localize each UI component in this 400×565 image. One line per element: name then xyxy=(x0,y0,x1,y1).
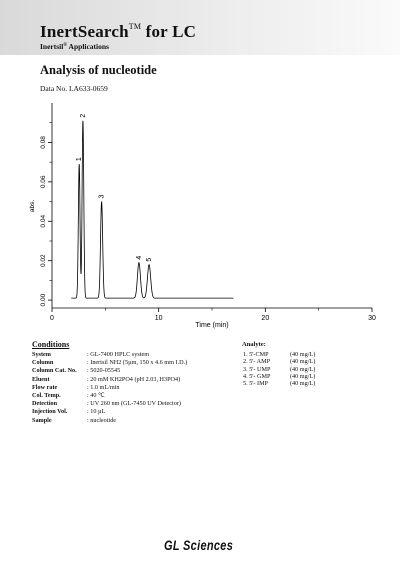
conditions-table: System : GL-7400 HPLC system Column : Iner… xyxy=(32,351,187,425)
condition-row: System : GL-7400 HPLC system xyxy=(32,351,187,359)
y-axis-label: abs. xyxy=(29,200,36,212)
condition-key: Column xyxy=(32,359,54,367)
condition-value: : Inertsil NH2 (5µm, 150 x 4.6 mm I.D.) xyxy=(87,359,188,367)
data-number: Data No. LA633-0659 xyxy=(40,84,108,93)
condition-value: : 1.0 mL/min xyxy=(87,383,120,391)
subtitle-inertsil: Inertsil xyxy=(40,42,64,51)
peak-label: 3 xyxy=(99,195,106,199)
analyte-row: 4. 5'- GMP (40 mg/L) xyxy=(243,373,315,380)
peak-label: 2 xyxy=(80,114,87,118)
analyte-concentration: (40 mg/L) xyxy=(290,351,316,358)
condition-row: Eluent : 20 mM KH2PO4 (pH 2.03, H3PO4) xyxy=(32,376,187,384)
brand-title: InertSearchTM for LC xyxy=(40,22,196,42)
brand-subtitle: Inertsil® Applications xyxy=(40,42,109,51)
chromatogram-trace xyxy=(71,120,234,299)
condition-key: Column Cat. No. xyxy=(32,367,77,375)
analyte-table: 1. 5'-CMP (40 mg/L) 2. 5'- AMP (40 mg/L) 3… xyxy=(243,351,315,387)
analyte-row: 3. 5'- UMP (40 mg/L) xyxy=(243,366,315,373)
condition-value: : 5020-05545 xyxy=(87,367,121,375)
subtitle-applications: Applications xyxy=(67,42,109,51)
analyte-row: 1. 5'-CMP (40 mg/L) xyxy=(243,351,315,358)
analyte-name: 5. 5'- IMP xyxy=(243,380,269,388)
condition-key: Sample xyxy=(32,416,52,424)
condition-key: Detection xyxy=(32,400,58,408)
condition-row: Detection : UV 260 nm (GL-7450 UV Detecto… xyxy=(32,400,187,408)
registered-mark: ® xyxy=(63,43,68,48)
analyte-name: 2. 5'- AMP xyxy=(243,358,271,366)
chart-axes: 0 10 20 30 0.00 0.02 0.04 0.06 0.08 xyxy=(40,103,376,322)
analyte-name: 1. 5'-CMP xyxy=(243,351,269,358)
peak-labels: 1 2 3 45 xyxy=(76,114,153,262)
condition-value: : GL-7400 HPLC system xyxy=(87,351,150,358)
condition-key: Flow rate xyxy=(32,383,58,391)
condition-value: : 20 mM KH2PO4 (pH 2.03, H3PO4) xyxy=(87,375,181,383)
conditions-title: Conditions xyxy=(32,340,70,349)
gl-sciences-logo: GL Sciences xyxy=(164,538,234,554)
condition-key: Eluent xyxy=(32,375,50,383)
document-title: Analysis of nucleotide xyxy=(40,63,157,77)
condition-value: : 40 ℃ xyxy=(87,392,105,400)
condition-key: System xyxy=(32,351,51,358)
condition-value: : nucleotide xyxy=(87,416,117,424)
brand-suffix: for LC xyxy=(141,22,197,41)
condition-row: Sample : nucleotide xyxy=(32,417,187,425)
brand-name: InertSearch xyxy=(40,22,129,41)
condition-value: : 10 µL xyxy=(87,408,106,416)
analyte-title: Analyte: xyxy=(242,341,266,348)
analyte-row: 2. 5'- AMP (40 mg/L) xyxy=(243,358,315,365)
condition-row: Column Cat. No. : 5020-05545 xyxy=(32,367,187,375)
analyte-name: 4. 5'- GMP xyxy=(243,372,271,380)
peak-label: 5 xyxy=(146,258,153,262)
peak-label: 1 xyxy=(76,157,83,161)
y-tick-label: 0.02 xyxy=(40,254,47,267)
analyte-concentration: (40 mg/L) xyxy=(290,358,316,366)
y-tick-label: 0.08 xyxy=(40,136,47,149)
analyte-row: 5. 5'- IMP (40 mg/L) xyxy=(243,380,315,387)
trademark-mark: TM xyxy=(128,22,142,31)
analyte-concentration: (40 mg/L) xyxy=(290,365,316,373)
analyte-name: 3. 5'- UMP xyxy=(243,365,271,373)
condition-row: Col. Temp. : 40 ℃ xyxy=(32,392,187,400)
condition-row: Column : Inertsil NH2 (5µm, 150 x 4.6 mm … xyxy=(32,359,187,367)
condition-value: : UV 260 nm (GL-7450 UV Detector) xyxy=(87,400,181,408)
y-tick-label: 0.00 xyxy=(40,293,47,306)
y-tick-label: 0.04 xyxy=(40,215,47,228)
analyte-concentration: (40 mg/L) xyxy=(290,372,316,380)
y-tick-label: 0.06 xyxy=(40,175,47,188)
condition-key: Injection Vol. xyxy=(32,408,68,416)
x-axis-label: Time (min) xyxy=(195,322,228,329)
x-tick-label: 30 xyxy=(368,315,376,322)
x-tick-label: 20 xyxy=(261,315,269,322)
chromatogram-chart: 0 10 20 30 0.00 0.02 0.04 0.06 0.08 1 2 3 45 Time (… xyxy=(29,103,376,329)
peak-label: 4 xyxy=(136,256,143,260)
x-tick-label: 0 xyxy=(50,315,54,322)
analyte-concentration: (40 mg/L) xyxy=(290,380,316,388)
x-tick-label: 10 xyxy=(155,315,163,322)
condition-row: Flow rate : 1.0 mL/min xyxy=(32,384,187,392)
header-banner xyxy=(0,0,400,55)
condition-key: Col. Temp. xyxy=(32,392,61,400)
condition-row: Injection Vol. : 10 µL xyxy=(32,408,187,416)
